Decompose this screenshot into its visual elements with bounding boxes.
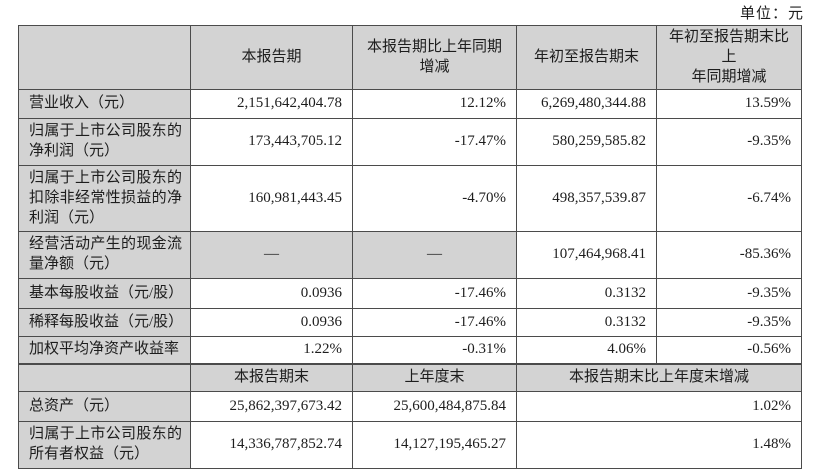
cell-value: 0.0936 xyxy=(190,307,353,337)
cell-value: 1.02% xyxy=(516,391,802,423)
row-label: 总资产（元） xyxy=(18,391,191,423)
cell-value: 0.3132 xyxy=(516,277,657,309)
unit-label: 单位：元 xyxy=(739,6,804,22)
cell-value: 580,259,585.82 xyxy=(516,118,657,166)
cell-value: 4.06% xyxy=(516,335,657,365)
header-change-vs-prior-year-end: 本报告期末比上年度末增减 xyxy=(516,362,802,393)
cell-value: 14,127,195,465.27 xyxy=(352,421,517,469)
row-label: 经营活动产生的现金流量净额（元） xyxy=(18,231,191,279)
financial-summary-table: 本报告期 本报告期比上年同期 增减 年初至报告期末 年初至报告期末比上 年同期增… xyxy=(18,24,802,469)
cell-value: 25,600,484,875.84 xyxy=(352,391,517,423)
header-ytd: 年初至报告期末 xyxy=(516,24,657,91)
table-row-operating-cash-flow: 经营活动产生的现金流量净额（元） — — 107,464,968.41 -85.… xyxy=(18,231,802,279)
cell-value: 14,336,787,852.74 xyxy=(190,421,353,469)
cell-value: -17.46% xyxy=(352,307,517,337)
row-label: 归属于上市公司股东的扣除非经常性损益的净利润（元） xyxy=(18,164,191,233)
cell-value: 2,151,642,404.78 xyxy=(190,89,353,120)
header-blank xyxy=(18,24,191,91)
table-row-basic-eps: 基本每股收益（元/股） 0.0936 -17.46% 0.3132 -9.35% xyxy=(18,277,802,309)
table-row-net-profit: 归属于上市公司股东的净利润（元） 173,443,705.12 -17.47% … xyxy=(18,118,802,166)
header-current-period-yoy: 本报告期比上年同期 增减 xyxy=(352,24,517,91)
cell-value-dash: — xyxy=(352,231,517,279)
table-row-revenue: 营业收入（元） 2,151,642,404.78 12.12% 6,269,48… xyxy=(18,89,802,120)
cell-value: 12.12% xyxy=(352,89,517,120)
cell-value: -9.35% xyxy=(656,118,802,166)
header-report-period-end: 本报告期末 xyxy=(190,362,353,393)
cell-value: 13.59% xyxy=(656,89,802,120)
cell-value-dash: — xyxy=(190,231,353,279)
header-blank xyxy=(18,362,191,393)
cell-value: -0.31% xyxy=(352,335,517,365)
table-row-total-assets: 总资产（元） 25,862,397,673.42 25,600,484,875.… xyxy=(18,391,802,423)
table-row-owners-equity: 归属于上市公司股东的所有者权益（元） 14,336,787,852.74 14,… xyxy=(18,421,802,469)
cell-value: 25,862,397,673.42 xyxy=(190,391,353,423)
cell-value: -9.35% xyxy=(656,307,802,337)
cell-value: 0.0936 xyxy=(190,277,353,309)
cell-value: -4.70% xyxy=(352,164,517,233)
row-label: 营业收入（元） xyxy=(18,89,191,120)
cell-value: 1.22% xyxy=(190,335,353,365)
cell-value: 0.3132 xyxy=(516,307,657,337)
cell-value: -9.35% xyxy=(656,277,802,309)
cell-value: 498,357,539.87 xyxy=(516,164,657,233)
header-current-period: 本报告期 xyxy=(190,24,353,91)
row-label: 归属于上市公司股东的净利润（元） xyxy=(18,118,191,166)
cell-value: -0.56% xyxy=(656,335,802,365)
cell-value: 6,269,480,344.88 xyxy=(516,89,657,120)
table-row-net-profit-deducted: 归属于上市公司股东的扣除非经常性损益的净利润（元） 160,981,443.45… xyxy=(18,164,802,233)
cell-value: -17.46% xyxy=(352,277,517,309)
header-row-period: 本报告期 本报告期比上年同期 增减 年初至报告期末 年初至报告期末比上 年同期增… xyxy=(18,24,802,91)
cell-value: 173,443,705.12 xyxy=(190,118,353,166)
row-label: 归属于上市公司股东的所有者权益（元） xyxy=(18,421,191,469)
row-label: 基本每股收益（元/股） xyxy=(18,277,191,309)
header-ytd-yoy: 年初至报告期末比上 年同期增减 xyxy=(656,24,802,91)
row-label: 加权平均净资产收益率 xyxy=(18,335,191,365)
table-row-weighted-avg-roe: 加权平均净资产收益率 1.22% -0.31% 4.06% -0.56% xyxy=(18,335,802,365)
cell-value: -85.36% xyxy=(656,231,802,279)
cell-value: 160,981,443.45 xyxy=(190,164,353,233)
header-prior-year-end: 上年度末 xyxy=(352,362,517,393)
cell-value: -6.74% xyxy=(656,164,802,233)
table-row-diluted-eps: 稀释每股收益（元/股） 0.0936 -17.46% 0.3132 -9.35% xyxy=(18,307,802,337)
cell-value: 107,464,968.41 xyxy=(516,231,657,279)
header-row-period-end: 本报告期末 上年度末 本报告期末比上年度末增减 xyxy=(18,362,802,393)
cell-value: -17.47% xyxy=(352,118,517,166)
cell-value: 1.48% xyxy=(516,421,802,469)
row-label: 稀释每股收益（元/股） xyxy=(18,307,191,337)
